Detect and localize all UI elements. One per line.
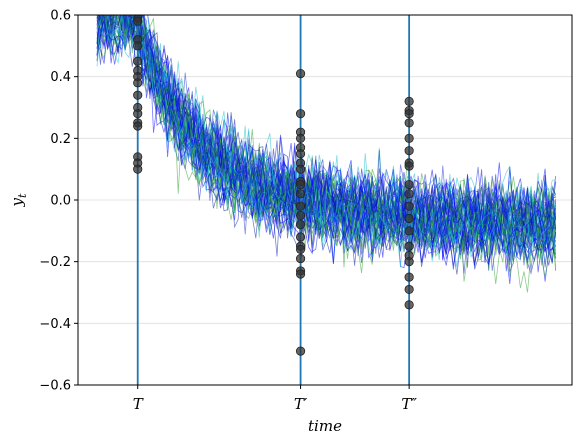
sample-point	[404, 213, 414, 224]
sample-point	[295, 68, 306, 79]
sample-point	[295, 201, 306, 211]
sample-point	[404, 179, 414, 190]
sample-point	[295, 109, 306, 119]
sample-point	[404, 189, 414, 199]
x-tick-label: T″	[401, 395, 417, 413]
sample-point	[295, 220, 306, 230]
sample-point	[404, 257, 414, 267]
x-axis-label: time	[308, 417, 342, 435]
sample-point	[404, 118, 414, 128]
sample-point	[404, 241, 414, 251]
sample-point	[133, 78, 143, 88]
y-tick-label: −0.2	[39, 255, 71, 270]
sample-point	[133, 109, 143, 119]
sample-point	[133, 56, 143, 66]
y-axis-label-main: y	[8, 197, 26, 207]
sample-point	[295, 164, 306, 174]
sample-point	[295, 179, 306, 190]
sample-point	[404, 284, 414, 295]
x-tick-label: T′	[294, 395, 308, 413]
sample-point	[295, 232, 306, 242]
y-tick-label: −0.4	[39, 317, 71, 332]
sample-point	[404, 109, 414, 119]
sample-point	[133, 16, 143, 26]
x-tick-label: T	[133, 395, 144, 413]
sample-point	[295, 253, 306, 264]
series-line	[96, 15, 557, 262]
y-tick-label: 0.4	[50, 70, 71, 85]
sample-point	[404, 226, 414, 236]
series-line	[96, 15, 557, 253]
marker-points	[133, 15, 414, 356]
sample-point	[295, 189, 306, 199]
sample-point	[295, 210, 306, 221]
y-axis-ticks: −0.6 −0.4 −0.2 0.0 0.2 0.4 0.6	[39, 9, 78, 394]
sample-point	[295, 244, 306, 254]
sample-point	[295, 149, 306, 159]
y-axis-label: yt	[8, 193, 29, 207]
y-tick-label: −0.6	[39, 379, 71, 394]
y-tick-label: 0.2	[50, 132, 71, 147]
series-line	[141, 15, 557, 239]
sample-point	[133, 90, 143, 100]
sample-point	[404, 272, 414, 282]
series-line	[96, 15, 557, 246]
series-line	[96, 15, 557, 275]
sample-point	[133, 164, 143, 174]
sample-point	[295, 346, 306, 356]
series-line	[99, 15, 557, 249]
sample-point	[404, 96, 414, 106]
sample-point	[404, 201, 414, 211]
sample-point	[404, 133, 414, 143]
sample-point	[404, 300, 414, 310]
sample-point	[404, 146, 414, 156]
y-tick-label: 0.6	[50, 9, 71, 24]
sample-point	[404, 161, 414, 171]
x-axis-ticks: T T′ T″	[133, 385, 417, 413]
sample-point	[133, 121, 143, 131]
sample-point	[295, 269, 306, 279]
y-axis-label-subscript: t	[16, 193, 29, 198]
sample-point	[295, 133, 306, 143]
y-tick-label: 0.0	[50, 194, 71, 209]
series-group	[96, 15, 557, 293]
sample-point	[133, 41, 143, 51]
